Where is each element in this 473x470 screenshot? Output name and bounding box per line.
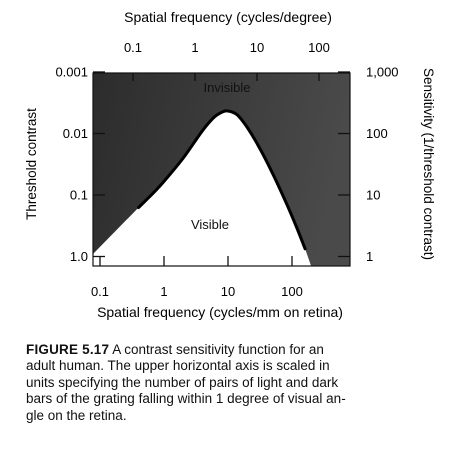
- bottom-axis-title: Spatial frequency (cycles/mm on retina): [97, 304, 343, 320]
- plot-frame: [92, 72, 351, 267]
- y2-tick-label-2: 10: [366, 188, 380, 203]
- figure-number: FIGURE 5.17: [26, 342, 110, 357]
- invisible-label: Invisible: [204, 80, 251, 95]
- right-axis: 1,000 100 10 1: [338, 65, 399, 264]
- figure-caption: FIGURE 5.17 A contrast sensitivity funct…: [26, 342, 446, 424]
- x-tick-label-3: 100: [281, 284, 303, 299]
- top-tick-label-0: 0.1: [124, 40, 142, 55]
- top-tick-label-1: 1: [191, 40, 198, 55]
- caption-line-4: bars of the grating falling within 1 deg…: [26, 391, 346, 407]
- x-tick-label-2: 10: [221, 284, 235, 299]
- right-axis-title: Sensitivity (1/threshold contrast): [421, 68, 436, 260]
- top-axis: 0.1 1 10 100: [124, 40, 330, 81]
- x-tick-label-1: 1: [160, 284, 167, 299]
- y-tick-label-2: 0.1: [70, 188, 88, 203]
- left-axis-title: Threshold contrast: [24, 108, 39, 220]
- y2-tick-label-0: 1,000: [366, 65, 399, 80]
- caption-line-3: units specifying the number of pairs of …: [26, 374, 339, 390]
- y-tick-label-0: 0.001: [55, 65, 88, 80]
- y-tick-label-3: 1.0: [70, 249, 88, 264]
- contrast-sensitivity-curve: [137, 109, 307, 251]
- caption-line-1: A contrast sensitivity function for an: [112, 342, 324, 357]
- visible-label: Visible: [191, 217, 229, 232]
- y2-tick-label-3: 1: [366, 249, 373, 264]
- left-axis: 0.001 0.01 0.1 1.0: [55, 65, 105, 264]
- y-tick-label-1: 0.01: [63, 126, 88, 141]
- visible-region: [93, 110, 312, 266]
- top-axis-title: Spatial frequency (cycles/degree): [124, 9, 332, 25]
- caption-line-2: adult human. The upper horizontal axis i…: [26, 358, 330, 374]
- bottom-axis: 0.1 1 10 100: [91, 256, 303, 299]
- x-tick-label-0: 0.1: [91, 284, 109, 299]
- caption-line-5: gle on the retina.: [26, 407, 127, 423]
- top-tick-label-3: 100: [308, 40, 330, 55]
- top-tick-label-2: 10: [250, 40, 264, 55]
- y2-tick-label-1: 100: [366, 126, 388, 141]
